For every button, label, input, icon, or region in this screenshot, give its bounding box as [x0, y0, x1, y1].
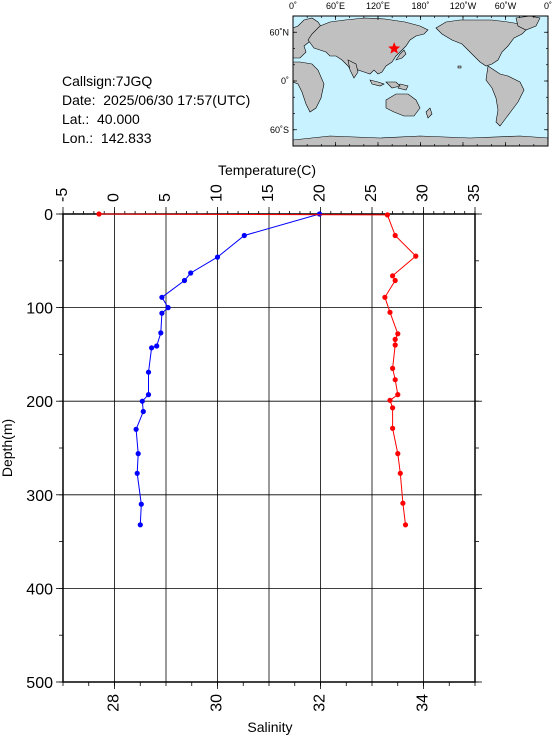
map-lon-label: 0˚ — [289, 1, 297, 11]
map-lat-label: 60˚S — [270, 125, 289, 135]
salinity-tick-label: 30 — [209, 694, 226, 712]
salinity-tick-label: 28 — [106, 694, 123, 712]
depth-tick-label: 400 — [26, 581, 53, 598]
salinity-data-point — [397, 470, 403, 476]
temperature-data-point — [134, 470, 140, 476]
map-land-india — [347, 59, 359, 79]
salinity-data-point — [392, 277, 398, 284]
temperature-data-point — [158, 330, 164, 336]
temperature-data-point — [139, 398, 145, 404]
latitude-text: Lat.: 40.000 — [62, 111, 140, 127]
salinity-data-point — [390, 365, 396, 371]
map-lon-label: 60˚W — [495, 1, 517, 11]
temperature-tick-label: 35 — [466, 184, 483, 202]
temperature-tick-label: 20 — [312, 184, 329, 202]
map-lon-label: 60˚E — [326, 1, 345, 11]
salinity-axis-title: Salinity — [247, 719, 292, 735]
salinity-data-point — [390, 425, 396, 431]
salinity-data-point — [392, 342, 398, 348]
longitude-text: Lon.: 142.833 — [62, 130, 152, 146]
temperature-tick-label: 25 — [363, 184, 380, 202]
depth-tick-label: 100 — [26, 301, 53, 318]
temperature-data-point — [181, 277, 188, 284]
temperature-data-point — [145, 392, 152, 398]
date-text: Date: 2025/06/30 17:57(UTC) — [62, 92, 251, 108]
depth-tick-label: 0 — [44, 207, 53, 224]
station-marker-icon — [388, 42, 401, 54]
temperature-tick-label: 0 — [106, 193, 123, 202]
temperature-profile-line — [135, 213, 320, 525]
salinity-tick-label: 32 — [312, 694, 329, 712]
temperature-data-point — [159, 310, 165, 316]
map-land-asia — [307, 17, 429, 75]
map-land-new-zealand — [425, 107, 433, 119]
map-land-south-america — [485, 65, 525, 127]
temperature-data-point — [145, 369, 152, 375]
map-land-antarctica — [293, 135, 548, 146]
temperature-data-point — [154, 343, 160, 349]
map-lat-label: 60˚N — [269, 27, 289, 37]
depth-tick-label: 300 — [26, 488, 53, 505]
temperature-data-point — [165, 305, 171, 311]
salinity-data-point — [384, 212, 390, 218]
map-lon-label: 120˚E — [366, 1, 390, 11]
salinity-data-point — [395, 451, 401, 457]
temperature-data-point — [241, 232, 247, 239]
salinity-profile-line — [98, 213, 417, 525]
map-land-australia — [385, 93, 421, 117]
map-lon-label: 120˚W — [450, 1, 477, 11]
salinity-data-point — [392, 336, 398, 342]
salinity-data-point — [395, 392, 401, 398]
temperature-tick-label: -5 — [54, 188, 71, 202]
temperature-data-point — [140, 408, 146, 415]
salinity-data-point — [96, 211, 102, 217]
temperature-data-point — [133, 426, 139, 432]
depth-tick-label: 500 — [26, 675, 53, 692]
salinity-data-point — [382, 294, 388, 300]
salinity-data-point — [392, 232, 398, 239]
salinity-data-point — [387, 397, 393, 403]
temperature-tick-label: 5 — [157, 193, 174, 202]
map-lon-label: 0˚ — [544, 1, 552, 11]
map-lon-label: 180˚ — [411, 1, 429, 11]
temperature-data-point — [135, 451, 141, 457]
temperature-data-point — [214, 254, 221, 260]
temperature-data-point — [137, 522, 143, 528]
map-land-greenland — [515, 16, 541, 31]
temperature-data-point — [188, 270, 194, 276]
depth-axis-title: Depth(m) — [0, 419, 15, 477]
temperature-data-point — [159, 294, 165, 300]
temperature-tick-label: 30 — [415, 184, 432, 202]
salinity-data-point — [387, 309, 393, 315]
salinity-data-point — [402, 522, 409, 528]
salinity-data-point — [392, 377, 398, 383]
callsign-text: Callsign:7JGQ — [62, 73, 153, 89]
map-land-hawaii — [457, 65, 462, 69]
map-lat-label: 0˚ — [281, 76, 289, 86]
depth-tick-label: 200 — [26, 394, 53, 411]
temperature-data-point — [149, 345, 155, 351]
salinity-data-point — [413, 253, 419, 259]
map-land-indonesia — [369, 79, 409, 91]
map-land-japan — [395, 49, 407, 61]
temperature-axis-title: Temperature(C) — [218, 162, 316, 178]
temperature-tick-label: 15 — [260, 184, 277, 202]
salinity-data-point — [390, 405, 396, 411]
salinity-tick-label: 34 — [415, 694, 432, 712]
map-land-north-america — [435, 19, 529, 67]
salinity-data-point — [390, 273, 396, 279]
temperature-data-point — [316, 211, 323, 217]
location-map: 0˚ 60˚E 120˚E 180˚ 120˚W 60˚W 0˚ 60˚N 0˚ 60˚S — [269, 1, 552, 147]
temperature-tick-label: 10 — [209, 184, 226, 202]
temperature-data-point — [138, 501, 144, 507]
salinity-data-point — [395, 331, 401, 337]
salinity-data-point — [400, 500, 406, 506]
station-info: Callsign:7JGQ Date: 2025/06/30 17:57(UTC… — [62, 72, 250, 148]
